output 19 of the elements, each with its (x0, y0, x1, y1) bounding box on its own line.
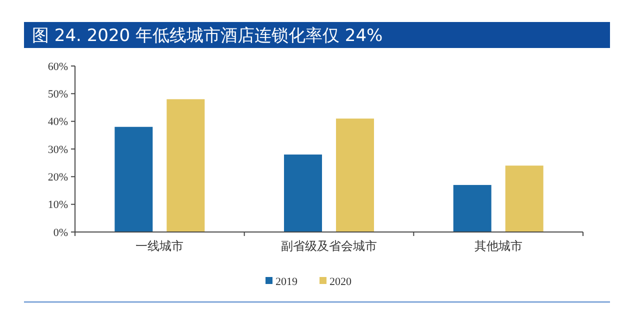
y-tick-label: 60% (48, 60, 68, 73)
legend-label: 2020 (330, 276, 352, 288)
y-tick-label: 0% (53, 226, 68, 239)
legend-label: 2019 (276, 276, 298, 288)
bar (453, 184, 492, 232)
bar (505, 166, 544, 232)
x-tick-label: 副省级及省会城市 (281, 239, 377, 253)
y-tick-label: 10% (48, 199, 68, 212)
bar (114, 126, 153, 232)
bar (336, 118, 374, 232)
y-tick-label: 50% (48, 88, 68, 101)
chart-title: 图 24. 2020 年低线城市酒店连锁化率仅 24% (32, 26, 383, 46)
y-tick-label: 20% (48, 172, 68, 184)
bar (166, 99, 205, 232)
y-tick-label: 30% (48, 144, 68, 156)
x-tick-label: 其他城市 (474, 239, 522, 253)
y-tick-label: 40% (48, 116, 68, 128)
bar (284, 154, 322, 232)
x-tick-label: 一线城市 (136, 239, 184, 253)
